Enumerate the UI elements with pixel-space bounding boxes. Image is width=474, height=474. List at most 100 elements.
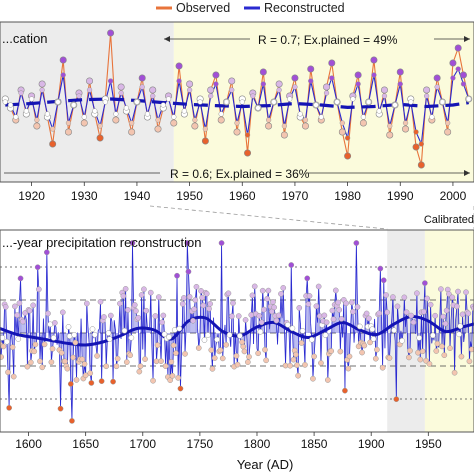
reconstructed-point (71, 102, 77, 108)
observed-point (459, 71, 467, 79)
reconstructed-point (418, 141, 424, 147)
top-x-axis: 1920 1930 1940 1950 1960 1970 1980 1990 2000 (18, 182, 467, 203)
observed-point (33, 122, 41, 130)
top-x-tick-label: 1960 (229, 189, 256, 203)
bottom-x-tick-label: 1750 (187, 437, 214, 451)
annual-point (177, 385, 184, 392)
observed-point (370, 56, 378, 64)
annual-point (249, 292, 256, 299)
observed-point (96, 134, 104, 142)
top-x-tick-label: 1930 (71, 189, 98, 203)
annual-point (133, 308, 139, 314)
reconstructed-point (250, 93, 256, 99)
observed-point (59, 56, 67, 64)
annual-point (117, 300, 123, 307)
annual-point (280, 285, 287, 291)
annual-point (318, 360, 324, 366)
reconstructed-point (155, 117, 161, 123)
annual-point (262, 346, 268, 353)
annual-point (203, 290, 210, 297)
reconstructed-point (202, 126, 209, 132)
annual-point (440, 313, 447, 320)
annual-point (468, 346, 474, 353)
bottom-x-tick-label: 1700 (129, 437, 156, 451)
annual-point (199, 294, 206, 301)
reconstructed-point (323, 90, 330, 96)
reconstructed-point (260, 81, 266, 87)
observed-point (138, 74, 146, 82)
annual-point (193, 283, 200, 290)
annual-point (39, 364, 46, 371)
annual-point (439, 343, 445, 350)
annual-point (354, 304, 361, 310)
annual-point (284, 321, 291, 328)
annual-point (223, 341, 229, 348)
reconstructed-point (355, 81, 361, 87)
annual-point (129, 240, 136, 246)
annual-point (58, 350, 65, 356)
annual-point (416, 334, 423, 341)
annual-point (308, 336, 315, 343)
observed-point (86, 77, 94, 85)
annual-point (255, 350, 261, 357)
annual-point (311, 353, 317, 360)
annual-point (466, 358, 473, 365)
reconstructed-point (176, 78, 182, 84)
annual-point (424, 295, 431, 302)
reconstructed-point (265, 117, 272, 123)
annual-point (430, 332, 436, 339)
annual-point (271, 304, 277, 311)
annual-point (394, 303, 401, 310)
legend-reconstructed-label: Reconstructed (264, 1, 345, 15)
annual-point (87, 370, 94, 377)
reconstructed-point (107, 78, 114, 84)
annual-point (454, 303, 460, 310)
annotation-r-lower: R = 0.6; Ex.plained = 36% (4, 167, 470, 181)
annual-point (176, 325, 183, 332)
annual-point (30, 302, 36, 309)
annual-point (383, 292, 389, 298)
annual-point (233, 353, 240, 359)
reconstructed-point (208, 93, 214, 99)
annual-point (401, 294, 408, 301)
reconstructed-point (276, 87, 282, 93)
annual-point (83, 300, 90, 307)
observed-point (354, 71, 362, 79)
annual-point (390, 294, 396, 300)
annual-point (229, 313, 235, 320)
reconstructed-point (445, 120, 451, 126)
annual-point (162, 363, 169, 369)
annual-point (406, 354, 412, 361)
reconstructed-point (213, 81, 219, 87)
reconstructed-point (313, 102, 319, 108)
legend-observed-label: Observed (176, 1, 230, 15)
calibrated-label: Calibrated (424, 214, 474, 226)
bottom-x-tick-label: 1850 (301, 437, 328, 451)
annual-point (5, 369, 11, 376)
reconstructed-point (402, 120, 409, 126)
annual-point (64, 365, 71, 372)
annual-point (295, 372, 301, 379)
annual-point (103, 363, 110, 370)
annual-point (315, 283, 322, 290)
annual-point (206, 305, 212, 312)
annual-point (121, 327, 128, 334)
observed-point (212, 71, 220, 79)
reconstructed-point (271, 99, 277, 105)
reconstructed-point (460, 81, 467, 87)
reconstructed-point (165, 96, 172, 102)
reconstructed-point (366, 99, 372, 105)
annual-point (205, 332, 211, 339)
annual-point (10, 373, 17, 380)
annual-point (67, 381, 74, 387)
observed-point (265, 122, 273, 130)
reconstructed-point (118, 90, 124, 96)
observed-point (454, 44, 462, 52)
reconstructed-point (360, 114, 367, 120)
observed-point (38, 80, 46, 88)
annual-point (186, 293, 193, 300)
reconstructed-point (381, 93, 388, 99)
reconstructed-point (134, 99, 140, 105)
observed-point (64, 128, 72, 136)
